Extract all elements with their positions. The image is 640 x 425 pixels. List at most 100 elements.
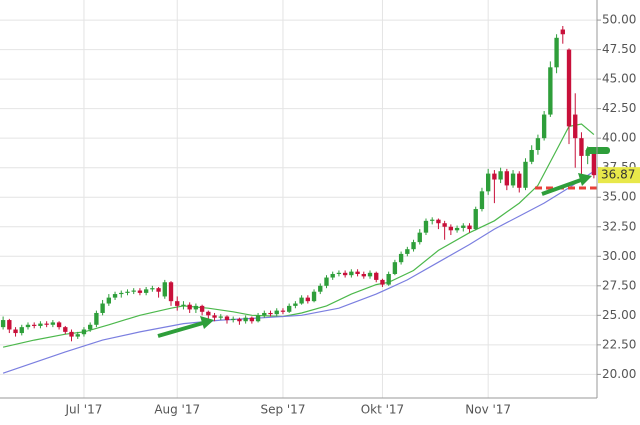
candle-body bbox=[7, 320, 12, 330]
arrow bbox=[541, 178, 582, 196]
candle-body bbox=[56, 322, 62, 328]
candle-body bbox=[94, 312, 99, 325]
candle-body bbox=[175, 301, 180, 306]
candle-body bbox=[156, 288, 161, 292]
candle-body bbox=[224, 316, 230, 321]
candle-body bbox=[212, 315, 217, 318]
candle-body bbox=[206, 311, 211, 316]
last-price: 36.87 bbox=[598, 167, 640, 184]
y-tick-label: 20.00 bbox=[602, 367, 636, 381]
candle-body bbox=[367, 272, 373, 277]
annotations bbox=[157, 147, 610, 338]
candle-body bbox=[392, 262, 398, 274]
candle-body bbox=[137, 290, 143, 293]
candle-body bbox=[44, 323, 49, 325]
candle-body bbox=[436, 219, 441, 224]
candle-body bbox=[112, 294, 118, 298]
candle-body bbox=[237, 318, 242, 322]
candle-body bbox=[168, 282, 174, 302]
arrow-head bbox=[200, 316, 214, 329]
candle-body bbox=[417, 232, 422, 243]
y-tick-label: 45.00 bbox=[602, 72, 636, 86]
candles bbox=[0, 25, 597, 342]
candle-body bbox=[243, 317, 248, 322]
candle-body bbox=[492, 173, 497, 180]
candle-body bbox=[374, 272, 379, 280]
moving-averages bbox=[2, 123, 595, 374]
y-tick-label: 30.00 bbox=[602, 249, 636, 263]
candle-body bbox=[355, 271, 360, 274]
candle-body bbox=[81, 329, 87, 335]
moving-average-line bbox=[2, 123, 595, 348]
candle-body bbox=[262, 312, 267, 316]
candle-body bbox=[286, 305, 292, 312]
candle-body bbox=[106, 297, 112, 304]
candle-body bbox=[361, 273, 366, 277]
y-tick-label: 42.50 bbox=[602, 101, 636, 115]
candle-body bbox=[535, 138, 541, 150]
candle-body bbox=[467, 225, 472, 230]
y-tick-label: 27.50 bbox=[602, 278, 636, 292]
arrow-head bbox=[578, 173, 592, 186]
candle-body bbox=[274, 310, 279, 315]
x-tick-label: Jul '17 bbox=[65, 403, 103, 417]
candle-body bbox=[280, 310, 286, 312]
candle-body bbox=[554, 37, 559, 68]
x-tick-label: Aug '17 bbox=[154, 403, 200, 417]
candle-body bbox=[187, 304, 192, 310]
candle-body bbox=[398, 253, 404, 263]
x-tick-label: Okt '17 bbox=[361, 403, 404, 417]
candle-body bbox=[63, 327, 68, 332]
candle-body bbox=[311, 291, 317, 302]
candle-body bbox=[25, 324, 31, 328]
candle-body bbox=[349, 271, 354, 276]
candle-body bbox=[423, 220, 429, 233]
candle-body bbox=[150, 288, 155, 290]
candle-body bbox=[268, 312, 273, 315]
candle-body bbox=[485, 173, 491, 192]
candle-body bbox=[454, 227, 460, 231]
candle-body bbox=[87, 324, 93, 330]
candle-body bbox=[324, 277, 329, 286]
last-price-label: 36.87 bbox=[601, 168, 635, 182]
candle-body bbox=[255, 315, 261, 322]
candle-body bbox=[293, 303, 298, 306]
candle-body bbox=[69, 331, 74, 337]
candle-body bbox=[162, 282, 167, 297]
candle-body bbox=[119, 292, 124, 295]
candle-body bbox=[405, 249, 410, 254]
candle-body bbox=[523, 161, 528, 188]
candle-body bbox=[299, 297, 304, 304]
candle-body bbox=[336, 272, 342, 274]
y-tick-label: 22.50 bbox=[602, 337, 636, 351]
candle-body bbox=[199, 305, 205, 312]
arrow bbox=[157, 321, 204, 338]
candle-body bbox=[193, 305, 199, 310]
candle-body bbox=[442, 223, 447, 227]
candle-body bbox=[448, 226, 454, 231]
candle-body bbox=[342, 272, 348, 276]
y-tick-label: 25.00 bbox=[602, 308, 636, 322]
candle-body bbox=[504, 171, 510, 186]
y-tick-label: 50.00 bbox=[602, 13, 636, 27]
candle-body bbox=[305, 297, 311, 302]
candle-body bbox=[560, 29, 565, 35]
candle-body bbox=[380, 279, 385, 285]
candle-body bbox=[510, 173, 516, 186]
candle-body bbox=[461, 225, 466, 228]
candle-body bbox=[529, 149, 534, 162]
candle-body bbox=[218, 316, 223, 318]
marker bbox=[586, 147, 610, 154]
candle-body bbox=[19, 327, 24, 334]
y-tick-label: 32.50 bbox=[602, 219, 636, 233]
candle-body bbox=[125, 291, 130, 293]
axes bbox=[0, 0, 601, 399]
candle-body bbox=[579, 138, 584, 156]
y-tick-label: 35.00 bbox=[602, 190, 636, 204]
candle-body bbox=[591, 149, 597, 176]
candle-body bbox=[430, 219, 435, 221]
candle-body bbox=[131, 290, 136, 292]
y-tick-label: 40.00 bbox=[602, 131, 636, 145]
x-tick-label: Sep '17 bbox=[260, 403, 305, 417]
